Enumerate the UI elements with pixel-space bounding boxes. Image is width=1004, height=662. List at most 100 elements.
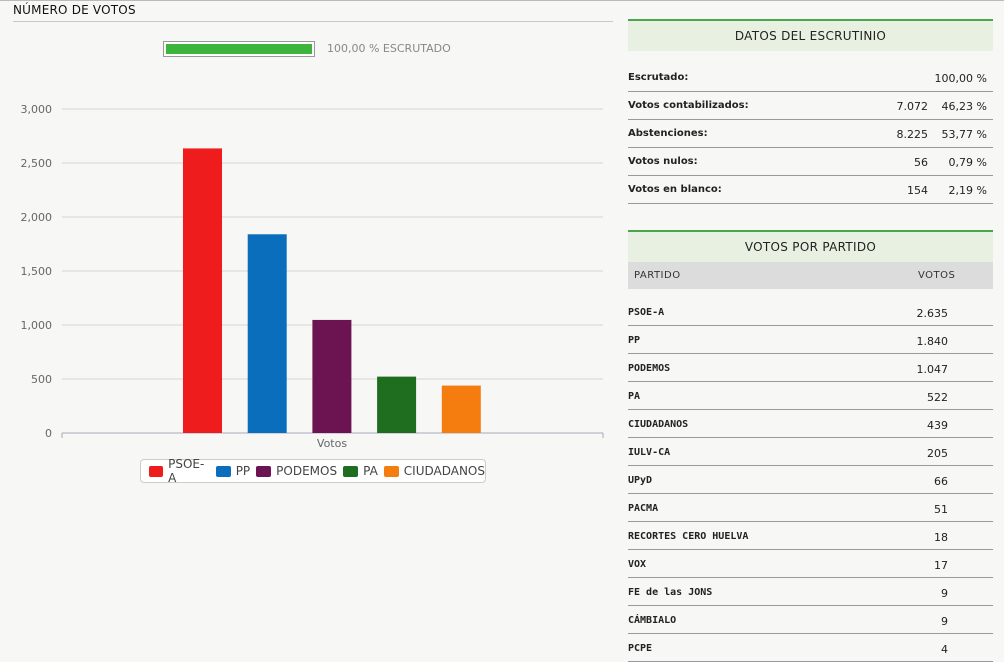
- party-votes: 51: [934, 503, 948, 516]
- scrutiny-row-label: Abstenciones:: [628, 128, 708, 139]
- party-votes: 9: [941, 615, 948, 628]
- party-name: PSOE-A: [628, 307, 665, 318]
- scrutiny-row-label: Votos nulos:: [628, 156, 698, 167]
- party-votes-panel: VOTOS POR PARTIDO PARTIDO VOTOS PSOE-A 2.…: [628, 230, 993, 662]
- party-votes: 439: [927, 419, 948, 432]
- party-votes: 205: [927, 447, 948, 460]
- scrutiny-row-percent: 53,77 %: [941, 128, 987, 141]
- scrutiny-row-percent: 2,19 %: [948, 184, 987, 197]
- party-name: RECORTES CERO HUELVA: [628, 531, 749, 542]
- scrutiny-row-value: 8.225: [896, 128, 929, 141]
- legend-swatch: [383, 465, 399, 477]
- party-votes: 1.840: [916, 335, 949, 348]
- party-name: VOX: [628, 559, 647, 570]
- party-name: PA: [628, 391, 641, 402]
- party-name: PACMA: [628, 503, 659, 514]
- y-tick-label: 1,000: [21, 319, 53, 332]
- bar-pa: [377, 376, 417, 433]
- legend-label: PODEMOS: [276, 464, 338, 478]
- party-name: FE de las JONS: [628, 587, 713, 598]
- party-row: PSOE-A 2.635: [628, 298, 993, 326]
- party-row: PCPE 4: [628, 634, 993, 662]
- party-votes: 1.047: [916, 363, 949, 376]
- party-row: PA 522: [628, 382, 993, 410]
- legend-item[interactable]: CIUDADANOS: [383, 464, 485, 478]
- scrutiny-row: Abstenciones: 8.225 53,77 %: [628, 120, 993, 148]
- scrutiny-row: Votos contabilizados: 7.072 46,23 %: [628, 92, 993, 120]
- party-votes: 17: [934, 559, 948, 572]
- bar-pp: [247, 234, 287, 433]
- legend-label: PA: [363, 464, 378, 478]
- page-title: NÚMERO DE VOTOS: [13, 3, 136, 17]
- scrutiny-row-percent: 46,23 %: [941, 100, 987, 113]
- y-tick-label: 2,000: [21, 211, 53, 224]
- bar-podemos: [312, 319, 352, 433]
- party-votes: 66: [934, 475, 948, 488]
- legend-label: PSOE-A: [168, 457, 205, 485]
- scrutiny-row-value: 7.072: [896, 100, 929, 113]
- scrutiny-row-percent: 0,79 %: [948, 156, 987, 169]
- party-row: IULV-CA 205: [628, 438, 993, 466]
- y-tick-label: 1,500: [21, 265, 53, 278]
- party-name: CIUDADANOS: [628, 419, 689, 430]
- legend-swatch: [343, 465, 359, 477]
- party-column-header: PARTIDO: [634, 270, 681, 281]
- bar-psoe-a: [183, 148, 222, 434]
- progress-label: 100,00 % ESCRUTADO: [327, 42, 451, 55]
- party-name: UPyD: [628, 475, 653, 486]
- party-row: CÁMBIALO 9: [628, 606, 993, 634]
- party-name: PODEMOS: [628, 363, 671, 374]
- scrutiny-panel: DATOS DEL ESCRUTINIO Escrutado: 100,00 % V…: [628, 19, 993, 204]
- party-votes-table: PSOE-A 2.635 PP 1.840 PODEMOS 1.047 PA 522 CIUDA…: [628, 298, 993, 662]
- party-name: PP: [628, 335, 641, 346]
- scrutiny-row-percent: 100,00 %: [934, 72, 987, 85]
- votes-column-header: VOTOS: [918, 270, 956, 281]
- party-name: PCPE: [628, 643, 653, 654]
- votes-bar-chart: 0 500 1,000 1,500 2,000 2,500 3,000 Votos: [21, 103, 604, 450]
- scrutiny-row-label: Votos en blanco:: [628, 184, 722, 195]
- legend-item[interactable]: PP: [215, 464, 251, 478]
- legend-item[interactable]: PODEMOS: [256, 464, 337, 478]
- party-votes: 18: [934, 531, 948, 544]
- party-votes: 9: [941, 587, 948, 600]
- party-votes: 522: [927, 391, 948, 404]
- legend-item[interactable]: PA: [343, 464, 378, 478]
- party-votes-panel-title: VOTOS POR PARTIDO: [628, 230, 993, 262]
- party-row: VOX 17: [628, 550, 993, 578]
- legend-label: PP: [235, 464, 251, 478]
- scrutiny-row: Escrutado: 100,00 %: [628, 64, 993, 92]
- party-votes: 4: [941, 643, 948, 656]
- legend-swatch: [256, 465, 272, 477]
- y-tick-label: 0: [45, 427, 52, 440]
- chart-legend: PSOE-A PP PODEMOS PA CIUDADANOS: [140, 457, 486, 485]
- scrutiny-row: Votos nulos: 56 0,79 %: [628, 148, 993, 176]
- legend-swatch: [215, 465, 231, 477]
- y-tick-label: 3,000: [21, 103, 53, 116]
- progress-fill: [166, 44, 312, 54]
- bar-ciudadanos: [441, 385, 481, 433]
- party-name: CÁMBIALO: [628, 615, 677, 626]
- top-border: [0, 0, 1004, 1]
- legend-swatch: [149, 465, 164, 477]
- party-row: PP 1.840: [628, 326, 993, 354]
- y-tick-label: 500: [31, 373, 52, 386]
- scrutiny-row-label: Escrutado:: [628, 72, 689, 83]
- party-votes-column-header: PARTIDO VOTOS: [628, 262, 993, 289]
- legend-label: CIUDADANOS: [403, 464, 485, 478]
- legend-item[interactable]: PSOE-A: [149, 457, 210, 485]
- scrutiny-row-value: 154: [907, 184, 928, 197]
- scrutiny-row: Votos en blanco: 154 2,19 %: [628, 176, 993, 204]
- party-row: CIUDADANOS 439: [628, 410, 993, 438]
- party-votes: 2.635: [916, 307, 949, 320]
- scrutiny-table: Escrutado: 100,00 % Votos contabilizados: 7…: [628, 64, 993, 204]
- party-row: PACMA 51: [628, 494, 993, 522]
- y-tick-label: 2,500: [21, 157, 53, 170]
- party-row: RECORTES CERO HUELVA 18: [628, 522, 993, 550]
- x-category-label: Votos: [317, 437, 347, 450]
- party-row: UPyD 66: [628, 466, 993, 494]
- scrutiny-progress-bar: [163, 41, 315, 57]
- party-row: FE de las JONS 9: [628, 578, 993, 606]
- scrutiny-panel-title: DATOS DEL ESCRUTINIO: [628, 19, 993, 51]
- scrutiny-row-value: 56: [914, 156, 928, 169]
- scrutiny-row-label: Votos contabilizados:: [628, 100, 749, 111]
